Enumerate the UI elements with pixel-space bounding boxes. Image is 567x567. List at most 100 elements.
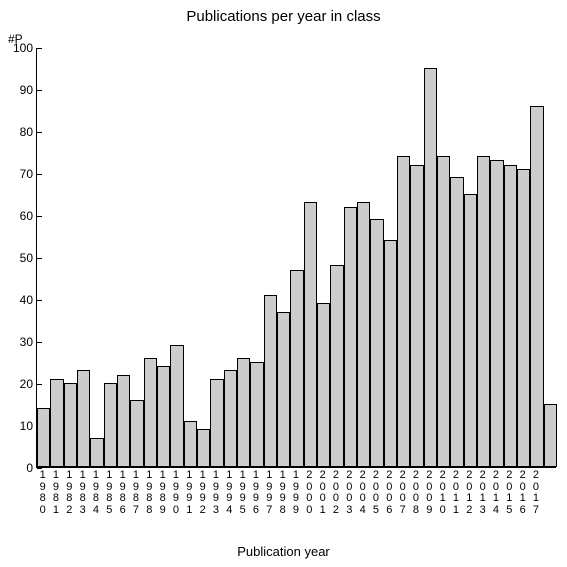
y-tick-label: 40 <box>7 293 33 307</box>
bar <box>464 194 477 467</box>
bar <box>264 295 277 467</box>
x-tick-label: 1983 <box>76 470 89 516</box>
bar <box>517 169 530 467</box>
bar <box>130 400 143 467</box>
y-tick-label: 90 <box>7 83 33 97</box>
bar <box>384 240 397 467</box>
x-tick-label: 1990 <box>169 470 182 516</box>
bar <box>197 429 210 467</box>
bar <box>304 202 317 467</box>
bar <box>250 362 263 467</box>
x-tick-label: 1985 <box>103 470 116 516</box>
x-tick-label: 1999 <box>289 470 302 516</box>
bar <box>317 303 330 467</box>
bar <box>144 358 157 467</box>
x-tick-label: 1980 <box>36 470 49 516</box>
bar <box>157 366 170 467</box>
y-tick-label: 50 <box>7 251 33 265</box>
x-tick-label: 2013 <box>476 470 489 516</box>
bar <box>330 265 343 467</box>
x-tick-label: 2016 <box>516 470 529 516</box>
y-tick <box>37 384 42 385</box>
plot-area: 0102030405060708090100 <box>36 48 556 468</box>
x-tick-label: 2015 <box>503 470 516 516</box>
y-tick <box>37 300 42 301</box>
y-tick <box>37 258 42 259</box>
bar <box>37 408 50 467</box>
x-tick-label: 2004 <box>356 470 369 516</box>
x-tick-label: 1993 <box>209 470 222 516</box>
x-tick-label: 2007 <box>396 470 409 516</box>
y-tick <box>37 132 42 133</box>
y-tick-label: 20 <box>7 377 33 391</box>
x-tick-labels: 1980198119821983198419851986198719881989… <box>36 470 556 530</box>
bar <box>370 219 383 467</box>
x-tick-label: 2008 <box>409 470 422 516</box>
x-axis-label: Publication year <box>0 544 567 559</box>
x-tick-label: 2000 <box>303 470 316 516</box>
x-tick-label: 1997 <box>263 470 276 516</box>
x-tick-label: 2010 <box>436 470 449 516</box>
bar <box>450 177 463 467</box>
bar <box>90 438 103 467</box>
y-tick-label: 30 <box>7 335 33 349</box>
y-tick-label: 100 <box>7 41 33 55</box>
bar <box>477 156 490 467</box>
x-tick-label: 1992 <box>196 470 209 516</box>
bar <box>490 160 503 467</box>
y-tick <box>37 216 42 217</box>
bar <box>224 370 237 467</box>
x-tick-label: 2005 <box>369 470 382 516</box>
bar <box>64 383 77 467</box>
x-tick-label: 2011 <box>449 470 462 516</box>
bar <box>544 404 557 467</box>
x-tick-label: 2003 <box>343 470 356 516</box>
bar <box>104 383 117 467</box>
y-tick <box>37 90 42 91</box>
x-tick-label: 1994 <box>223 470 236 516</box>
x-tick-label: 1988 <box>143 470 156 516</box>
x-tick-label: 1995 <box>236 470 249 516</box>
bar <box>437 156 450 467</box>
bar <box>424 68 437 467</box>
x-tick-label: 1982 <box>63 470 76 516</box>
bar <box>50 379 63 467</box>
x-tick-label: 2014 <box>489 470 502 516</box>
x-tick-label: 1996 <box>249 470 262 516</box>
x-tick-label: 1989 <box>156 470 169 516</box>
x-tick-label: 2001 <box>316 470 329 516</box>
x-tick-label: 1987 <box>129 470 142 516</box>
x-tick-label: 2006 <box>383 470 396 516</box>
x-tick-label: 2002 <box>329 470 342 516</box>
bar <box>184 421 197 467</box>
bar <box>290 270 303 467</box>
y-tick-label: 80 <box>7 125 33 139</box>
x-tick-label: 1991 <box>183 470 196 516</box>
bar <box>237 358 250 467</box>
bar <box>210 379 223 467</box>
bar <box>397 156 410 467</box>
x-tick-label: 1984 <box>89 470 102 516</box>
y-tick-label: 0 <box>7 461 33 475</box>
bar <box>344 207 357 467</box>
bar <box>77 370 90 467</box>
y-tick <box>37 48 42 49</box>
x-tick-label: 1981 <box>49 470 62 516</box>
y-tick-label: 70 <box>7 167 33 181</box>
bar <box>117 375 130 467</box>
x-tick-label: 2017 <box>529 470 542 516</box>
bar <box>277 312 290 467</box>
x-tick-label: 2012 <box>463 470 476 516</box>
bar <box>170 345 183 467</box>
x-tick-label: 2009 <box>423 470 436 516</box>
y-tick-label: 10 <box>7 419 33 433</box>
y-tick-label: 60 <box>7 209 33 223</box>
x-tick-label: 1998 <box>276 470 289 516</box>
bar <box>357 202 370 467</box>
bar <box>410 165 423 467</box>
x-tick-label: 1986 <box>116 470 129 516</box>
chart-title: Publications per year in class <box>0 8 567 25</box>
y-tick <box>37 342 42 343</box>
bar <box>530 106 543 467</box>
bar <box>504 165 517 467</box>
